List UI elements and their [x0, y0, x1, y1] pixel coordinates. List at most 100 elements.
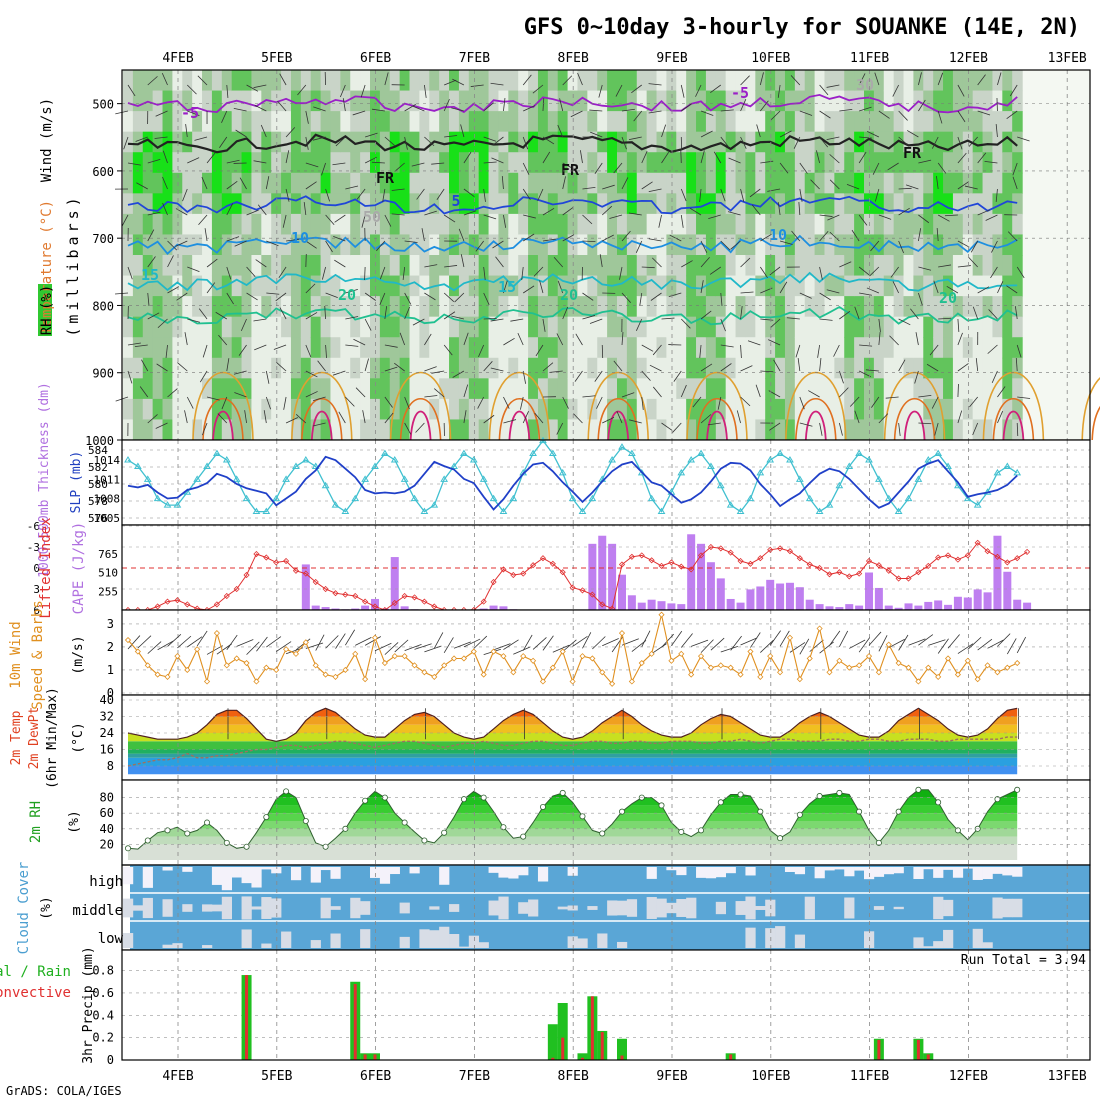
wind-speed-point: [510, 669, 517, 676]
upper-wind-barb: [376, 240, 386, 252]
rh-shade-cell: [824, 90, 835, 112]
rh-shade-cell: [844, 234, 855, 256]
upper-wind-barb: [668, 292, 682, 298]
slp-ytick-label: 1011: [94, 473, 121, 486]
top-date-label: 13FEB: [1048, 51, 1087, 66]
rh-shade-cell: [626, 70, 638, 92]
rh-shade-cell: [597, 234, 608, 256]
rh-shade-cell: [251, 255, 262, 277]
slp-point: [124, 456, 132, 463]
cloud-high-block: [1012, 867, 1023, 877]
rh-shade-cell: [330, 296, 341, 318]
slp-point: [529, 449, 537, 457]
rh-shade-cell: [251, 398, 262, 421]
upper-wind-barb: [769, 422, 781, 431]
slp-label: SLP (mb): [69, 451, 84, 514]
rh-shade-cell: [656, 337, 668, 359]
rh-shade-cell: [429, 152, 440, 174]
rh-shade-cell: [834, 337, 845, 359]
rh-shade-cell: [202, 419, 213, 441]
rh-shade-cell: [468, 152, 480, 174]
upper-wind-barb: [217, 413, 228, 424]
slp-point: [815, 507, 824, 515]
rh-shade-cell: [557, 172, 569, 194]
rh-shade-cell: [221, 193, 233, 215]
rh-shade-cell: [992, 131, 1003, 153]
rh-shade-cell: [1012, 378, 1023, 400]
slp-point: [766, 456, 775, 463]
upper-wind-barb: [305, 312, 318, 320]
cloud-high-block: [567, 867, 578, 876]
isotherm-30: [1091, 406, 1100, 441]
upper-wind-barb: [194, 136, 208, 141]
upper-wind-barb: [641, 181, 653, 190]
rh-shade-cell: [449, 172, 460, 194]
bottom-date-label: 8FEB: [558, 1069, 589, 1084]
upper-wind-barb: [277, 100, 287, 112]
isotherm-30: [696, 398, 738, 441]
cape-bar: [647, 599, 656, 610]
wind10m-ylabel: (m/s): [71, 635, 86, 674]
upper-wind-barb: [681, 103, 693, 112]
rh-shade-cell: [379, 337, 391, 359]
rh-shade-cell: [281, 357, 292, 379]
rh-shade-cell: [923, 419, 934, 441]
cape-bar: [973, 589, 982, 610]
rh-shade-cell: [873, 398, 885, 421]
upper-wind-barb: [997, 410, 1004, 424]
rh-shade-cell: [1012, 111, 1023, 133]
rh-shade-cell: [211, 378, 223, 400]
lifted-index-point: [757, 555, 764, 562]
rh-shade-cell: [646, 234, 658, 256]
wind-speed-point: [421, 669, 428, 676]
rh-shade-cell: [458, 378, 470, 400]
rh-shade-cell: [182, 111, 193, 133]
rh-shade-cell: [636, 255, 648, 277]
rh-shade-cell: [379, 193, 391, 215]
cloud-low-block: [172, 943, 183, 948]
lifted-index-point: [559, 569, 566, 576]
rh-shade-cell: [686, 213, 697, 236]
slp-point: [657, 507, 666, 515]
slp-point: [924, 456, 933, 463]
upper-wind-barb: [672, 422, 682, 433]
upper-wind-barb: [542, 362, 554, 372]
rh-shade-cell: [626, 419, 638, 441]
rh-shade-cell: [587, 193, 598, 215]
rh-shade-cell: [508, 357, 519, 379]
rh-shade-cell: [132, 398, 144, 421]
upper-wind-barb: [933, 280, 939, 294]
cape-bar: [865, 572, 873, 610]
rh-shade-cell: [508, 378, 519, 400]
rh-shade-cell: [587, 337, 598, 359]
rh-shade-cell: [676, 213, 687, 236]
rh-shade-cell: [755, 234, 766, 256]
rh-shade-cell: [883, 419, 895, 441]
upper-wind-barb: [700, 130, 713, 138]
upper-label-wind: Wind (m/s): [39, 98, 55, 182]
rh-shade-cell: [883, 398, 895, 421]
upper-wind-barb: [491, 157, 504, 164]
upper-wind-barb: [226, 180, 238, 190]
slp-point: [855, 449, 864, 457]
upper-wind-barb: [799, 188, 803, 202]
wind-speed-point: [352, 650, 359, 657]
surface-wind-barb: [266, 636, 282, 648]
upper-wind-barb: [957, 110, 966, 123]
upper-wind-barb: [162, 202, 168, 216]
upper-wind-barb: [639, 292, 643, 306]
rh-shade-cell: [725, 152, 737, 174]
top-date-label: 8FEB: [558, 51, 589, 66]
rh-shade-cell: [132, 337, 144, 359]
slp-point: [1003, 462, 1012, 469]
upper-wind-barb: [874, 188, 880, 202]
rh-shade-cell: [607, 357, 618, 379]
lifted-index-point: [549, 560, 556, 567]
wind-speed-point: [628, 678, 635, 685]
rh-shade-cell: [547, 70, 559, 92]
rh-shade-cell: [478, 316, 490, 338]
rh-shade-cell: [745, 172, 756, 194]
rh-shade-cell: [162, 172, 174, 194]
surface-wind-barb: [868, 631, 882, 646]
